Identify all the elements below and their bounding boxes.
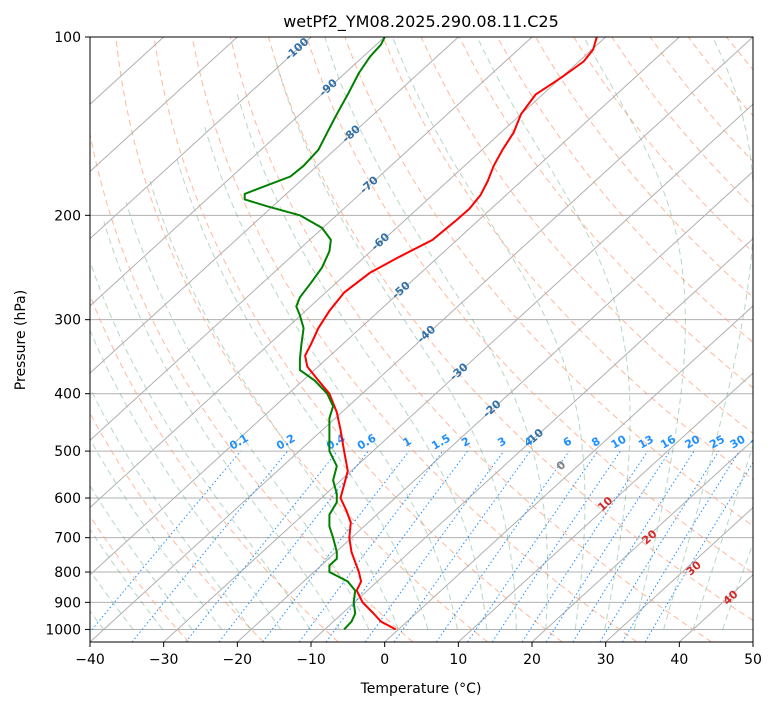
pressure-gridlines [90, 37, 753, 630]
axis-ticks: −40 −30 −20 −10 0 10 20 30 40 50 100 200 300 400 500 60… [45, 30, 762, 668]
mixing-ratio-line [393, 450, 531, 642]
dry-adiabat [90, 515, 190, 642]
x-tick-label: −30 [149, 652, 179, 668]
dry-adiabat [153, 37, 563, 642]
isotherm-line [90, 37, 239, 173]
moist-adiabat [90, 438, 222, 630]
mixing-ratio-line [262, 450, 410, 642]
isotherm-line [90, 37, 533, 442]
x-tick-label: −20 [223, 652, 253, 668]
isotherm-line [162, 103, 753, 642]
isotherm-line [383, 305, 753, 642]
moist-adiabat [392, 37, 586, 630]
isotherm-line [236, 170, 753, 642]
isotherm-line [531, 439, 753, 642]
moist-adiabat [476, 37, 631, 630]
y-tick-label: 400 [54, 387, 81, 403]
mixing-ratio-line [435, 450, 570, 642]
mixing-ratio-line [572, 450, 695, 642]
dry-adiabat [496, 37, 753, 344]
x-tick-label: −10 [296, 652, 326, 668]
dry-adiabat [90, 131, 414, 642]
moist-adiabat [103, 221, 340, 630]
moist-adiabat [176, 157, 429, 630]
temperature-profile-line [304, 37, 598, 631]
isotherm-line [90, 37, 607, 509]
mixing-ratio-line [545, 450, 671, 642]
moist-adiabat [90, 484, 193, 630]
y-tick-label: 200 [54, 208, 81, 224]
isotherm-line [310, 237, 753, 642]
isotherms [90, 37, 753, 642]
y-tick-label: 500 [54, 444, 81, 460]
moist-adiabat [692, 444, 753, 630]
x-tick-label: 50 [744, 652, 762, 668]
moist-adiabats [90, 37, 753, 630]
dry-adiabat [90, 412, 264, 642]
y-axis-label: Pressure (hPa) [13, 290, 29, 390]
mixing-ratio-line [90, 450, 242, 633]
moist-adiabat [275, 61, 517, 630]
moist-adiabat [324, 37, 549, 630]
mixing-ratio-line [364, 450, 505, 642]
y-tick-label: 1000 [45, 622, 81, 638]
moist-adiabat [149, 180, 399, 630]
dewpoint-profile-line [243, 37, 386, 631]
isotherm-line [90, 37, 312, 240]
isotherm-line [457, 372, 753, 642]
mixing-ratio-lines [90, 450, 753, 642]
y-tick-label: 800 [54, 565, 81, 581]
x-tick-label: 30 [597, 652, 615, 668]
y-tick-label: 700 [54, 531, 81, 547]
isotherm-line [90, 37, 753, 642]
x-tick-label: −40 [75, 652, 105, 668]
x-tick-label: 40 [670, 652, 688, 668]
mixing-ratio-line [621, 450, 740, 642]
y-tick-label: 900 [54, 595, 81, 611]
x-axis-label: Temperature (°C) [360, 681, 482, 697]
moist-adiabat [663, 37, 753, 630]
y-tick-label: 100 [54, 30, 81, 46]
isotherm-line [90, 37, 460, 374]
mixing-ratio-line [298, 450, 444, 642]
dry-adiabat [268, 37, 753, 622]
dry-adiabat [535, 37, 753, 298]
sounding-profiles [243, 37, 598, 631]
dry-adiabat [382, 37, 753, 481]
y-tick-label: 300 [54, 313, 81, 329]
isotherm-line [604, 506, 753, 642]
moist-adiabat [722, 542, 753, 630]
dry-adiabat [115, 37, 488, 642]
moist-adiabat [236, 94, 488, 630]
dry-adiabat [306, 37, 753, 574]
mixing-ratio-line [325, 450, 468, 642]
moist-adiabat [90, 387, 252, 630]
x-tick-label: 20 [523, 652, 541, 668]
y-tick-label: 600 [54, 491, 81, 507]
chart-title: wetPf2_YM08.2025.290.08.11.C25 [283, 12, 559, 32]
mixing-ratio-line [521, 450, 649, 642]
mixing-ratio-line [185, 450, 338, 642]
mixing-ratio-line [491, 450, 621, 642]
x-tick-label: 10 [449, 652, 467, 668]
plot-frame [89, 36, 754, 643]
dry-adiabat [191, 37, 638, 642]
mixing-ratio-label: 36 [748, 432, 768, 451]
moist-adiabat [90, 259, 311, 630]
x-tick-label: 0 [380, 652, 389, 668]
moist-adiabat [125, 201, 370, 630]
isotherm-line [90, 37, 681, 576]
plot-area: 0.10.20.40.611.52346810131620253036-100-… [90, 37, 768, 642]
mixing-ratio-line [467, 450, 599, 642]
moist-adiabat [203, 123, 458, 630]
isotherm-line [90, 37, 386, 307]
moist-adiabat [583, 37, 686, 630]
mixing-ratio-line [131, 450, 288, 642]
